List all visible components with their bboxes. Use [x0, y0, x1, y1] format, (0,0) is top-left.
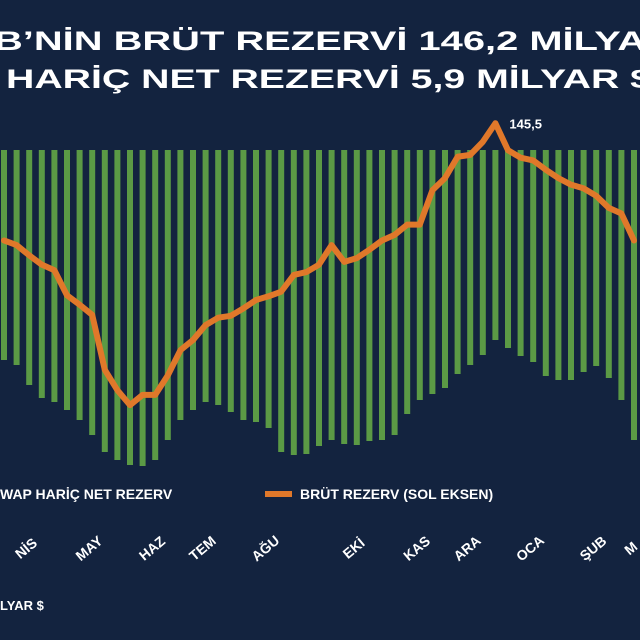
- bar: [278, 150, 285, 452]
- bar: [442, 150, 448, 388]
- plot-area: 145,5: [1, 116, 637, 466]
- bar: [240, 150, 247, 420]
- bar: [202, 150, 209, 402]
- bar: [64, 150, 70, 410]
- bar: [26, 150, 33, 385]
- unit-note: LYAR $: [0, 598, 45, 613]
- legend-label: WAP HARİÇ NET REZERV: [0, 486, 173, 502]
- bar: [631, 150, 637, 440]
- bar: [253, 150, 259, 422]
- chart-subtitle: HARİÇ NET REZERVİ 5,9 MİLYAR $: [6, 64, 640, 94]
- bar: [605, 150, 612, 378]
- bar: [38, 150, 45, 398]
- bar: [353, 150, 360, 445]
- bar: [568, 150, 574, 380]
- bar: [76, 150, 83, 420]
- bar: [227, 150, 234, 412]
- bar: [366, 150, 373, 441]
- bar: [328, 150, 335, 440]
- bar: [416, 150, 423, 400]
- bar: [139, 150, 146, 466]
- bar: [492, 150, 499, 340]
- bar: [505, 150, 511, 348]
- bar: [101, 150, 108, 452]
- bar: [114, 150, 121, 460]
- bar: [316, 150, 322, 446]
- legend-label: BRÜT REZERV (SOL EKSEN): [300, 486, 493, 502]
- bar: [1, 150, 7, 360]
- bar: [404, 150, 411, 414]
- bar: [580, 150, 587, 372]
- bar: [265, 150, 272, 428]
- bar: [215, 150, 222, 405]
- bar: [379, 150, 385, 440]
- bar: [618, 150, 625, 400]
- bar: [530, 150, 537, 362]
- bar: [89, 150, 96, 435]
- bar: [152, 150, 159, 460]
- bar: [479, 150, 486, 355]
- bar: [555, 150, 562, 380]
- bar: [341, 150, 348, 444]
- bar: [391, 150, 398, 435]
- bar: [164, 150, 171, 440]
- bar: [467, 150, 474, 365]
- data-label: 145,5: [509, 116, 542, 131]
- bar: [303, 150, 310, 454]
- bar: [127, 150, 133, 465]
- bar: [429, 150, 436, 394]
- chart-title: B’NİN BRÜT REZERVİ 146,2 MİLYA: [0, 26, 640, 56]
- bar: [454, 150, 461, 374]
- bar: [13, 150, 20, 365]
- bar: [177, 150, 184, 420]
- bar: [190, 150, 196, 410]
- bar: [542, 150, 549, 376]
- bar: [517, 150, 524, 356]
- bar: [593, 150, 600, 366]
- line: [1, 120, 637, 409]
- bar: [290, 150, 297, 455]
